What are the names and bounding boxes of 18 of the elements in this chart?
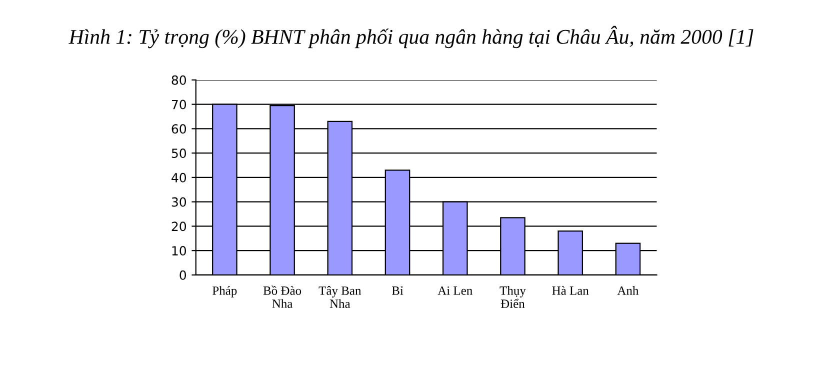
x-tick-label: Bồ Đào Nha bbox=[263, 286, 302, 308]
x-tick-label: Ai Len bbox=[438, 286, 472, 295]
chart-title: Hình 1: Tỷ trọng (%) BHNT phân phối qua ngân hàng tại Châu Âu, năm 2000 [1] bbox=[68, 26, 754, 48]
x-tick-label: Tây Ban Nha bbox=[318, 286, 362, 308]
x-tick-label: Hà Lan bbox=[552, 286, 589, 295]
x-tick-label: Bỉ bbox=[392, 286, 404, 295]
x-tick-label: Pháp bbox=[212, 286, 237, 298]
y-tick-label: 0 bbox=[180, 270, 186, 280]
y-tick-label: 20 bbox=[172, 222, 186, 232]
y-tick-label: 60 bbox=[172, 124, 186, 134]
y-tick-label: 30 bbox=[172, 197, 186, 207]
y-tick-label: 80 bbox=[172, 75, 186, 85]
y-tick-label: 10 bbox=[172, 246, 186, 256]
x-tick-label: Anh bbox=[617, 286, 639, 295]
y-tick-label: 40 bbox=[172, 172, 186, 182]
y-tick-label: 50 bbox=[172, 148, 186, 158]
y-tick-label: 70 bbox=[172, 100, 186, 110]
x-tick-label: Thụy Điển bbox=[500, 286, 526, 308]
